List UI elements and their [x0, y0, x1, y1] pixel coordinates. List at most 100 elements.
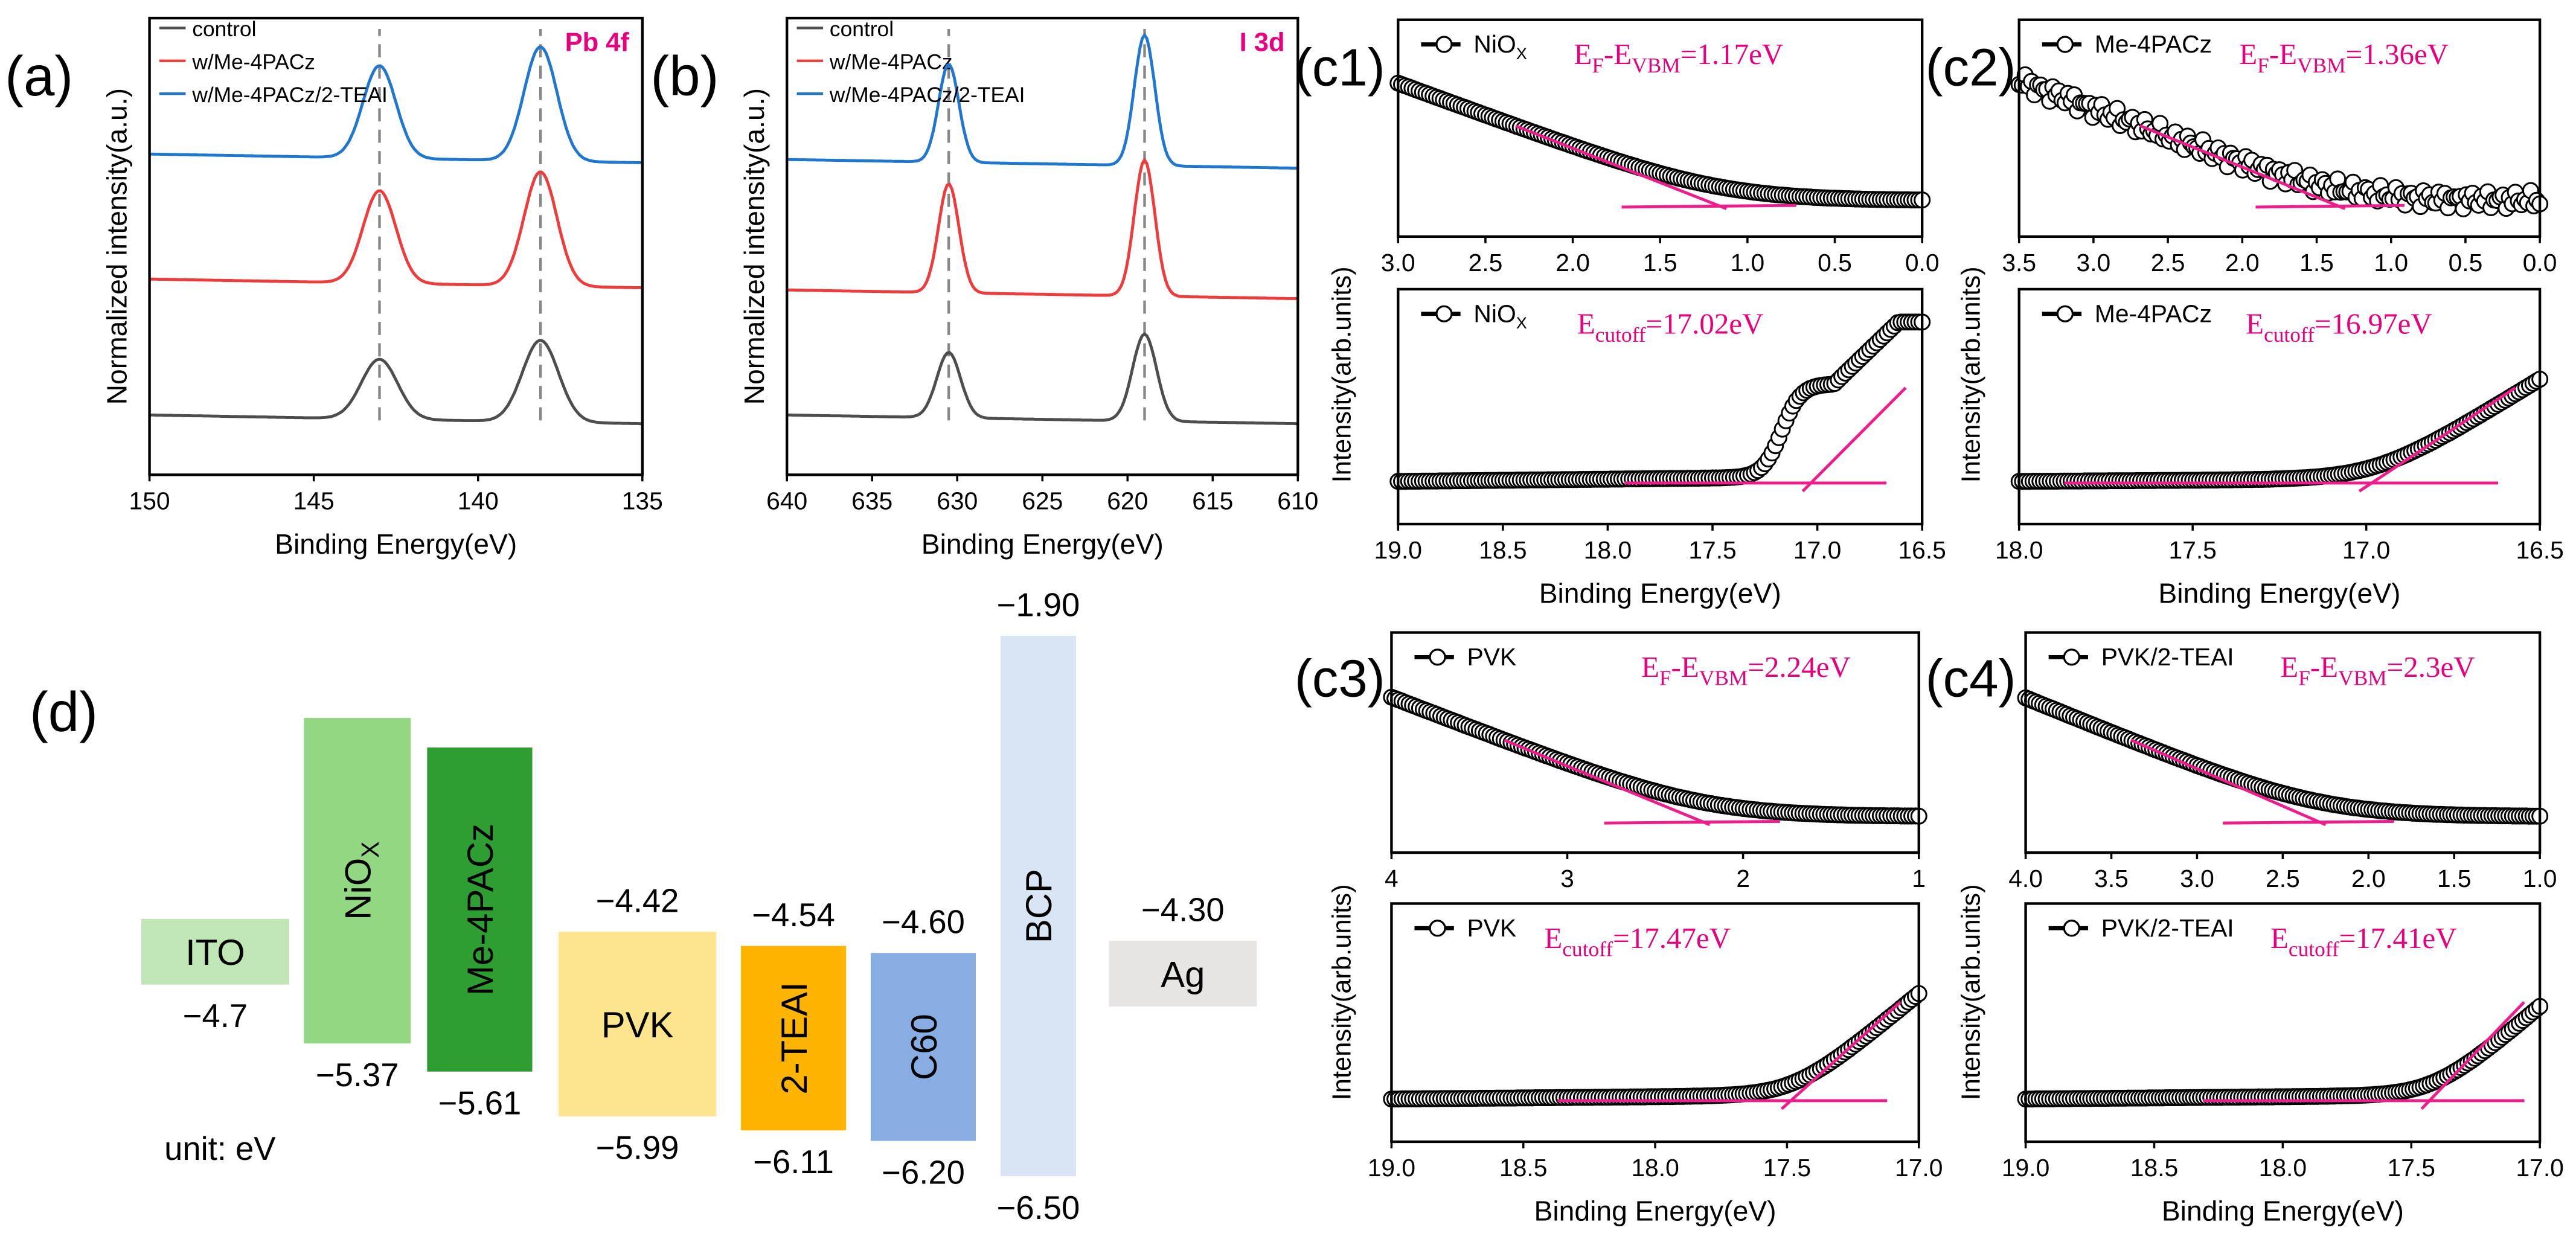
- b-xtick-label: 610: [1277, 487, 1318, 514]
- c1-cutoff-xtick-label: 17.0: [1793, 536, 1841, 564]
- c1-cutoff-legend-label: NiOX: [1473, 299, 1527, 332]
- c4-vbm-legend-marker: [2063, 648, 2080, 666]
- c2-vbm-markers: [2010, 66, 2549, 217]
- c4-vbm-annotation: EF-EVBM=2.3eV: [2280, 650, 2475, 690]
- b-series-line: [787, 157, 1298, 301]
- energy-bar-nio: [304, 718, 411, 1044]
- c2-vbm-xtick-label: 1.0: [2374, 249, 2408, 277]
- c1-ylabel: Intensity(arb.units): [1327, 266, 1356, 482]
- c4-vbm-annotation-mid: -E: [2310, 650, 2338, 683]
- c2-cutoff-markers: [2010, 371, 2549, 490]
- a-element-label: Pb 4f: [565, 28, 630, 57]
- c1-cutoff-annotation-value: =17.02eV: [1646, 307, 1764, 340]
- b-legend-label: w/Me-4PACz: [829, 50, 953, 74]
- a-series-line: [149, 339, 642, 426]
- energy-bar-label: Ag: [1161, 954, 1205, 994]
- energy-bar-label: 2-TEAI: [774, 982, 815, 1094]
- b-legend-label: control: [830, 18, 894, 41]
- c4-vbm-fit-line: [2130, 738, 2327, 827]
- energy-bar-2-teai: [741, 946, 847, 1131]
- c3-vbm-xtick-label: 1: [1912, 865, 1926, 892]
- c1-vbm-annotation-value: =1.17eV: [1680, 37, 1783, 71]
- c3-cutoff-xtick-label: 17.0: [1895, 1154, 1943, 1182]
- c4-cutoff-xtick-label: 19.0: [2002, 1154, 2049, 1182]
- panel-tag-c1: (c1): [1295, 39, 1385, 97]
- c3-ylabel: Intensity(arb.units): [1327, 884, 1356, 1100]
- c4-vbm-annotation-value: =2.3eV: [2387, 650, 2475, 683]
- energy-bottom-value: −5.37: [316, 1057, 399, 1093]
- c2-cutoff-xtick-label: 16.5: [2516, 536, 2563, 564]
- c4-cutoff-annotation: Ecutoff=17.41eV: [2270, 921, 2457, 961]
- c1-vbm-xtick-label: 3.0: [1381, 249, 1415, 277]
- energy-bottom-value: −6.50: [997, 1189, 1080, 1226]
- c1-vbm-xtick-label: 1.0: [1731, 249, 1765, 277]
- c2-vbm-xtick-label: 1.5: [2299, 249, 2334, 277]
- b-xtick-label: 615: [1192, 487, 1233, 514]
- c3-vbm-annotation-value: =2.24eV: [1748, 650, 1850, 683]
- c3-vbm-annotation: EF-EVBM=2.24eV: [1641, 650, 1851, 690]
- c1-vbm-baseline-line: [1621, 203, 1796, 209]
- a-xtick-label: 145: [293, 487, 335, 514]
- energy-bar-label: Me-4PACz: [460, 824, 501, 996]
- c4-vbm-annotation-sub: F: [2298, 666, 2310, 690]
- c1-vbm-legend-label: NiOX: [1473, 30, 1527, 63]
- energy-top-value: −4.42: [596, 883, 679, 920]
- c1-vbm-fit-line: [1515, 124, 1728, 210]
- c3-cutoff-xlabel: Binding Energy(eV): [1534, 1196, 1777, 1227]
- c2-vbm-xtick-label: 3.0: [2077, 249, 2111, 277]
- c3-vbm-xtick-label: 4: [1385, 865, 1399, 892]
- energy-bottom-value: −5.61: [438, 1085, 522, 1122]
- panel-tag-c3: (c3): [1295, 650, 1385, 708]
- c4-vbm-xtick-label: 4.0: [2008, 865, 2043, 892]
- c2-vbm-xtick-label: 3.5: [2002, 249, 2036, 277]
- c2-ylabel: Intensity(arb.units): [1956, 266, 1985, 482]
- c4-vbm-annotation-sub2: VBM: [2338, 666, 2387, 690]
- c3-cutoff-xtick-label: 17.5: [1763, 1154, 1811, 1182]
- c1-vbm-legend-subscript: X: [1516, 44, 1527, 63]
- energy-top-value: −4.54: [752, 897, 835, 933]
- c4-vbm-xtick-label: 3.5: [2094, 865, 2129, 892]
- panel-tag-a: (a): [5, 45, 73, 107]
- energy-bottom-value: −6.20: [882, 1154, 965, 1191]
- c1-cutoff-axes-frame: [1397, 287, 1924, 526]
- c4-cutoff-xtick-label: 18.0: [2259, 1154, 2307, 1182]
- b-xlabel: Binding Energy(eV): [921, 528, 1164, 560]
- c1-cutoff-annotation: Ecutoff=17.02eV: [1577, 307, 1764, 347]
- c3-vbm-annotation-mid: -E: [1671, 650, 1699, 683]
- c4-cutoff-xlabel: Binding Energy(eV): [2162, 1196, 2404, 1227]
- c2-cutoff-annotation-sub: cutoff: [2264, 322, 2315, 347]
- c4-vbm-xtick-label: 2.0: [2351, 865, 2386, 892]
- c3-cutoff-fit-line: [1780, 1000, 1902, 1110]
- a-legend-label: w/Me-4PACz: [191, 50, 315, 74]
- c3-vbm-legend-label: PVK: [1467, 643, 1517, 671]
- energy-bar-ito: [141, 918, 289, 985]
- c2-cutoff-xtick-label: 17.5: [2168, 536, 2216, 564]
- energy-bottom-value: −5.99: [596, 1130, 679, 1167]
- energy-top-value: −1.90: [997, 586, 1080, 623]
- c3-cutoff-markers: [1383, 985, 1927, 1108]
- energy-bar-ag: [1109, 941, 1257, 1007]
- c4-vbm-baseline-line: [2223, 819, 2394, 825]
- c2-cutoff-annotation-value: =16.97eV: [2315, 307, 2432, 340]
- b-legend-label: w/Me-4PACz/2-TEAI: [829, 83, 1025, 107]
- energy-bar-label: ITO: [185, 932, 245, 973]
- c1-cutoff-annotation-sub: cutoff: [1595, 322, 1646, 347]
- a-ylabel: Normalized intensity(a.u.): [101, 88, 132, 405]
- a-xtick-label: 135: [622, 487, 663, 514]
- c4-cutoff-fit-line: [2420, 1000, 2525, 1110]
- c2-vbm-xtick-label: 0.5: [2449, 249, 2483, 277]
- energy-bar-label: BCP: [1019, 869, 1059, 943]
- c2-cutoff-annotation: Ecutoff=16.97eV: [2246, 307, 2432, 347]
- b-xtick-label: 635: [851, 487, 892, 514]
- c2-vbm-annotation-value: =1.36eV: [2346, 37, 2449, 71]
- c1-cutoff-legend-subscript: X: [1516, 313, 1527, 332]
- energy-bar-label-subscript: X: [356, 841, 384, 857]
- c2-cutoff-fit-line: [2358, 386, 2516, 493]
- c3-cutoff-legend-marker: [1429, 920, 1446, 937]
- c4-vbm-xtick-label: 3.0: [2180, 865, 2214, 892]
- a-series-line: [149, 170, 642, 290]
- c2-vbm-xtick-label: 2.5: [2151, 249, 2185, 277]
- unit-label: unit: eV: [164, 1130, 276, 1167]
- a-legend-label: w/Me-4PACz/2-TEAI: [191, 83, 388, 107]
- b-series-line: [787, 32, 1298, 170]
